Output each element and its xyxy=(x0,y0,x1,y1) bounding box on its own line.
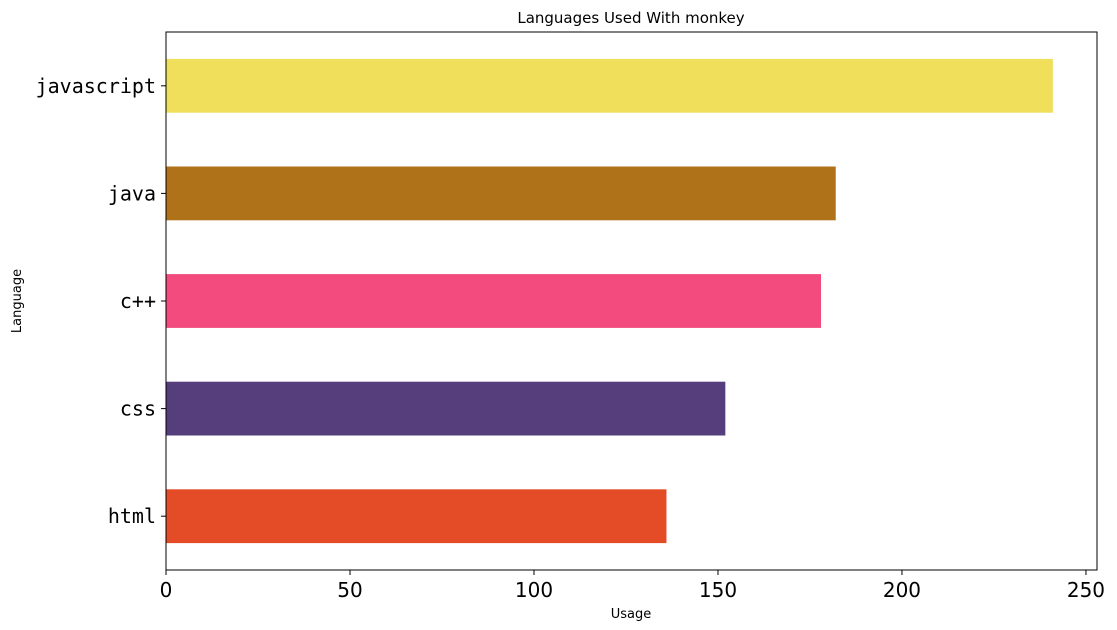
x-tick-label: 0 xyxy=(160,578,173,602)
bar-c xyxy=(166,274,822,328)
bar-javascript xyxy=(166,58,1053,113)
y-axis-label: Language xyxy=(10,269,25,333)
y-tick-label: html xyxy=(108,504,156,528)
y-tick-label: css xyxy=(120,397,156,421)
bar-html xyxy=(166,489,667,544)
x-axis-label: Usage xyxy=(611,607,652,622)
x-tick-label: 250 xyxy=(1067,578,1105,602)
x-tick-label: 150 xyxy=(699,578,737,602)
bars-group xyxy=(166,58,1053,544)
plot-frame xyxy=(165,31,1098,571)
bar-css xyxy=(166,381,726,436)
y-ticks: javascript java c++ css html xyxy=(36,74,166,528)
x-ticks: 0 50 100 150 200 250 xyxy=(160,570,1105,602)
y-tick-label: java xyxy=(108,181,156,205)
x-tick-label: 50 xyxy=(337,578,362,602)
x-tick-label: 100 xyxy=(515,578,553,602)
x-tick-label: 200 xyxy=(883,578,921,602)
y-tick-label: c++ xyxy=(120,289,156,313)
y-tick-label: javascript xyxy=(36,74,156,98)
chart-title: Languages Used With monkey xyxy=(517,9,744,27)
bar-java xyxy=(166,166,836,221)
